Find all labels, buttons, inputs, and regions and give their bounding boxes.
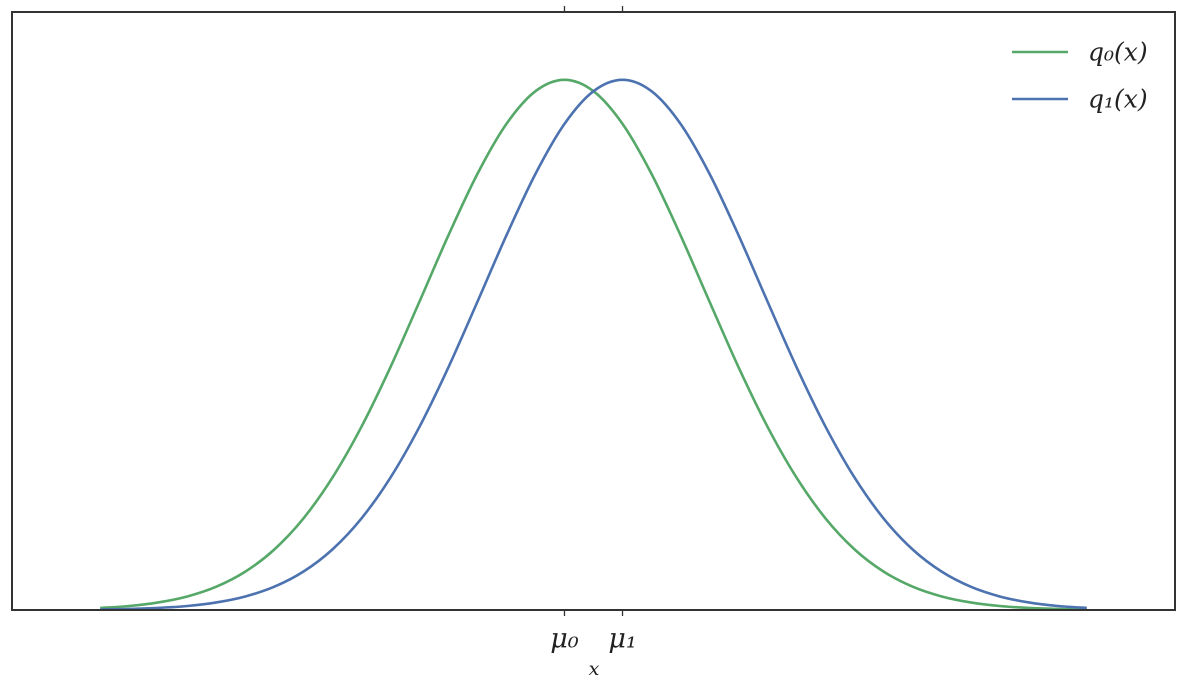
plot-frame [11,11,1176,611]
x-tick-label: μ₁ [608,624,636,655]
series-line [100,78,1087,611]
x-tick-label: μ₀ [550,624,579,655]
legend-label: q₀(x) [1088,38,1148,67]
x-axis-label: x [589,658,600,680]
legend-label: q₁(x) [1088,85,1148,114]
